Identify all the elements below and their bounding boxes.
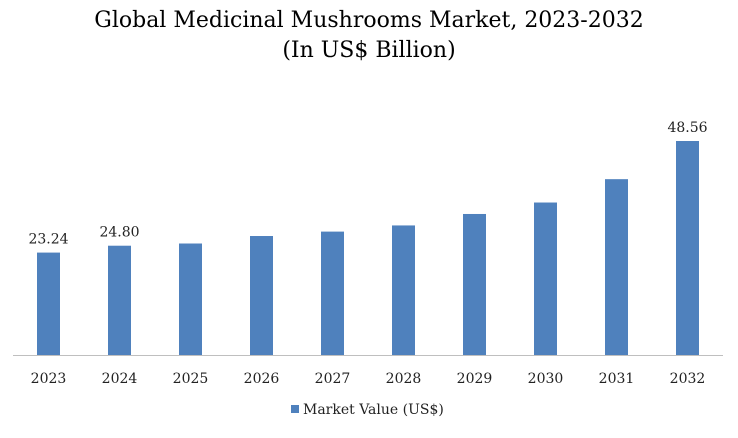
bar-2032 bbox=[676, 141, 699, 355]
bar-2023 bbox=[37, 252, 60, 355]
x-tick-label: 2025 bbox=[173, 371, 209, 387]
bar-2029 bbox=[463, 213, 486, 355]
x-tick-label: 2027 bbox=[315, 371, 351, 387]
bar-2026 bbox=[250, 236, 273, 355]
bar-2031 bbox=[605, 179, 628, 355]
bar-2024 bbox=[108, 245, 131, 355]
bar-2027 bbox=[321, 231, 344, 355]
x-tick-label: 2024 bbox=[102, 371, 138, 387]
legend: Market Value (US$) bbox=[291, 402, 444, 418]
x-tick-label: 2026 bbox=[244, 371, 280, 387]
data-label-2032: 48.56 bbox=[667, 120, 707, 136]
bar-2025 bbox=[179, 243, 202, 355]
x-tick-label: 2032 bbox=[670, 371, 706, 387]
data-label-2023: 23.24 bbox=[28, 232, 68, 248]
x-tick-label: 2029 bbox=[457, 371, 493, 387]
bar-2028 bbox=[392, 225, 415, 355]
bar-2030 bbox=[534, 202, 557, 355]
legend-label: Market Value (US$) bbox=[303, 402, 444, 418]
x-tick-label: 2028 bbox=[386, 371, 422, 387]
legend-swatch bbox=[291, 405, 299, 413]
chart-title: Global Medicinal Mushrooms Market, 2023-… bbox=[94, 8, 644, 33]
data-label-2024: 24.80 bbox=[99, 225, 139, 241]
x-tick-label: 2023 bbox=[31, 371, 67, 387]
x-tick-label: 2031 bbox=[599, 371, 635, 387]
x-tick-label: 2030 bbox=[528, 371, 564, 387]
chart-subtitle: (In US$ Billion) bbox=[282, 38, 456, 63]
